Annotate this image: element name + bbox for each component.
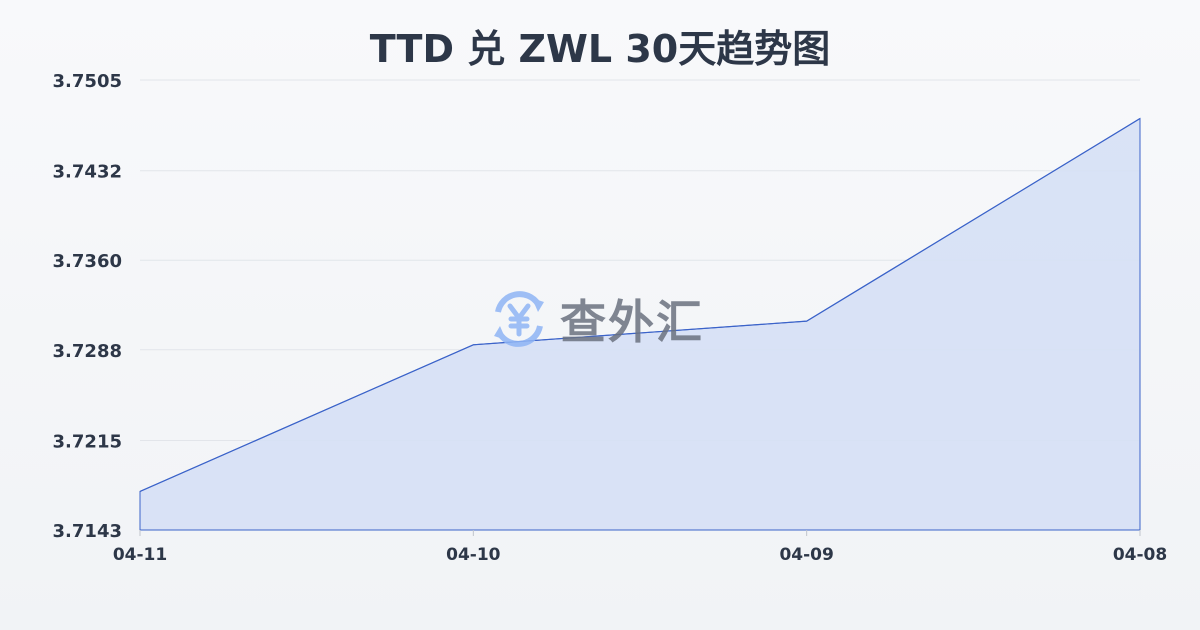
y-tick-label: 3.7432 bbox=[53, 162, 122, 183]
yen-exchange-icon bbox=[494, 291, 544, 347]
x-tick-label: 04-09 bbox=[779, 545, 833, 565]
y-tick-label: 3.7505 bbox=[53, 71, 122, 92]
y-tick-label: 3.7288 bbox=[53, 341, 122, 362]
x-tick-label: 04-10 bbox=[446, 545, 501, 565]
y-tick-label: 3.7360 bbox=[53, 251, 122, 272]
y-tick-label: 3.7143 bbox=[53, 521, 122, 542]
x-tick-label: 04-11 bbox=[113, 545, 167, 565]
series-line bbox=[139, 118, 1141, 493]
watermark: 查外汇 bbox=[488, 286, 704, 352]
watermark-text: 查外汇 bbox=[560, 295, 704, 349]
x-tick-label: 04-08 bbox=[1113, 545, 1167, 565]
chart-title: TTD 兑 ZWL 30天趋势图 bbox=[369, 27, 831, 71]
y-tick-label: 3.7215 bbox=[53, 431, 122, 452]
